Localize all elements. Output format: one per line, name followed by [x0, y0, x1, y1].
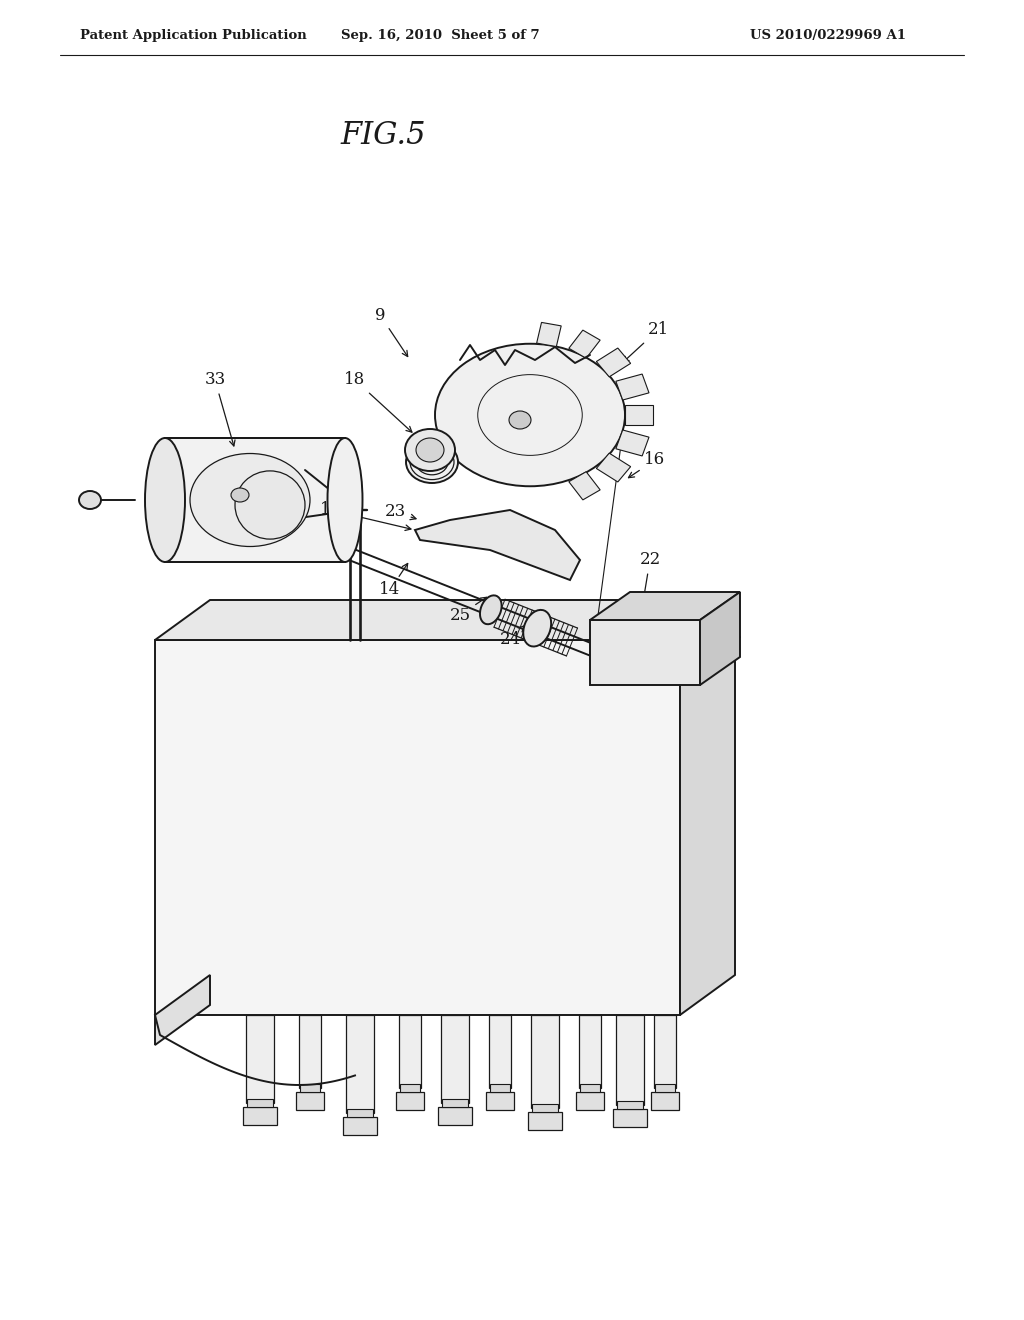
Text: 14: 14	[379, 564, 408, 598]
Text: Patent Application Publication: Patent Application Publication	[80, 29, 307, 41]
Polygon shape	[575, 1092, 604, 1110]
Ellipse shape	[523, 610, 551, 647]
Polygon shape	[654, 1015, 676, 1088]
Polygon shape	[415, 510, 580, 579]
Polygon shape	[580, 1084, 600, 1092]
Polygon shape	[442, 1100, 468, 1107]
Polygon shape	[441, 1015, 469, 1104]
Ellipse shape	[190, 454, 310, 546]
Ellipse shape	[406, 441, 458, 483]
Text: 9: 9	[375, 306, 408, 356]
Text: 19: 19	[319, 502, 411, 531]
Polygon shape	[296, 1092, 324, 1110]
Polygon shape	[247, 1100, 273, 1107]
Polygon shape	[299, 1015, 321, 1088]
Polygon shape	[655, 1084, 675, 1092]
Polygon shape	[155, 975, 210, 1045]
Text: 16: 16	[629, 451, 666, 478]
Text: FIG.5: FIG.5	[340, 120, 426, 150]
Text: Sep. 16, 2010  Sheet 5 of 7: Sep. 16, 2010 Sheet 5 of 7	[341, 29, 540, 41]
Polygon shape	[680, 601, 735, 1015]
Text: 21: 21	[623, 322, 669, 362]
Text: 18: 18	[344, 371, 412, 432]
Polygon shape	[596, 348, 631, 378]
Ellipse shape	[328, 438, 362, 562]
Polygon shape	[489, 1015, 511, 1088]
Ellipse shape	[406, 429, 455, 471]
Ellipse shape	[480, 595, 502, 624]
Polygon shape	[537, 322, 561, 347]
Polygon shape	[346, 1015, 374, 1113]
Polygon shape	[528, 1111, 562, 1130]
Text: US 2010/0229969 A1: US 2010/0229969 A1	[750, 29, 906, 41]
Polygon shape	[579, 1015, 601, 1088]
Polygon shape	[438, 1107, 472, 1125]
Ellipse shape	[234, 471, 305, 539]
Polygon shape	[613, 1109, 647, 1127]
Text: 24: 24	[500, 626, 524, 648]
Text: 22: 22	[639, 552, 660, 616]
Polygon shape	[490, 1084, 510, 1092]
Polygon shape	[625, 405, 653, 425]
Polygon shape	[569, 471, 600, 500]
Polygon shape	[616, 1015, 644, 1105]
Polygon shape	[396, 1092, 424, 1110]
Polygon shape	[399, 1015, 421, 1088]
Polygon shape	[596, 453, 631, 482]
Polygon shape	[400, 1084, 420, 1092]
Polygon shape	[700, 591, 740, 685]
Polygon shape	[569, 330, 600, 358]
Ellipse shape	[509, 411, 531, 429]
Text: 25: 25	[450, 598, 486, 623]
Polygon shape	[617, 1101, 643, 1109]
Text: 33: 33	[205, 371, 234, 446]
Text: 17: 17	[584, 426, 626, 453]
Polygon shape	[590, 620, 700, 685]
Polygon shape	[615, 430, 649, 455]
Ellipse shape	[416, 438, 444, 462]
Polygon shape	[532, 1104, 558, 1111]
Ellipse shape	[435, 343, 625, 486]
Ellipse shape	[231, 488, 249, 502]
Polygon shape	[246, 1015, 274, 1104]
Polygon shape	[651, 1092, 679, 1110]
Ellipse shape	[145, 438, 185, 562]
Polygon shape	[347, 1109, 373, 1117]
Polygon shape	[590, 591, 740, 620]
Polygon shape	[343, 1117, 377, 1135]
Polygon shape	[531, 1015, 559, 1107]
Polygon shape	[243, 1107, 278, 1125]
Polygon shape	[155, 601, 735, 640]
Ellipse shape	[79, 491, 101, 510]
Polygon shape	[165, 438, 345, 562]
Polygon shape	[300, 1084, 319, 1092]
Polygon shape	[155, 640, 680, 1015]
Polygon shape	[615, 374, 649, 400]
Text: 23: 23	[384, 503, 416, 520]
Polygon shape	[486, 1092, 514, 1110]
